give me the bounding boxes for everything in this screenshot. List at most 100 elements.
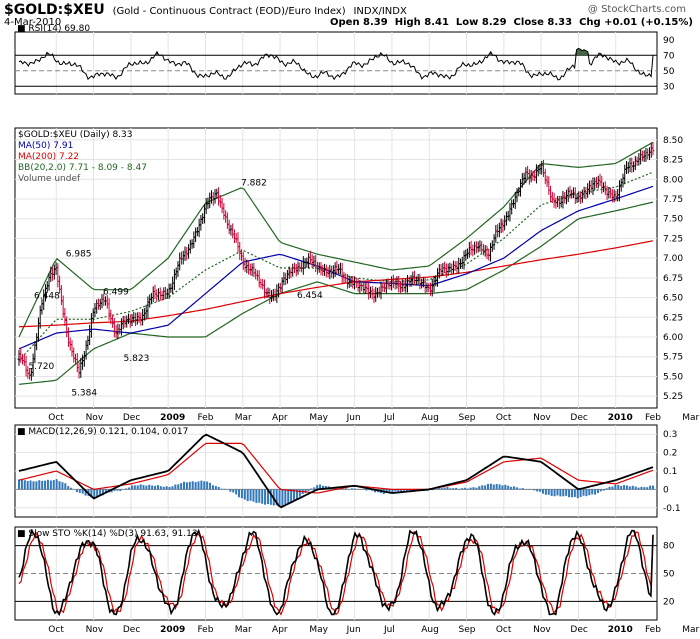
bollinger-upper-line xyxy=(18,141,654,338)
macd-histogram-bar xyxy=(281,489,284,507)
macd-histogram-bar xyxy=(133,485,136,490)
macd-histogram-bar xyxy=(177,484,180,490)
macd-histogram-bar xyxy=(266,489,269,505)
macd-histogram-bar xyxy=(394,489,397,492)
open-value: 8.39 xyxy=(363,17,388,28)
sto-x-label: Sep xyxy=(459,625,476,635)
macd-histogram-bar xyxy=(154,485,157,490)
sto-x-label: Feb xyxy=(197,625,213,635)
price-annotation: 6.454 xyxy=(297,291,323,301)
macd-histogram-bar xyxy=(116,489,119,491)
bollinger-middle-line xyxy=(18,171,654,362)
macd-histogram-bar xyxy=(397,489,400,492)
macd-histogram-bar xyxy=(602,489,605,491)
price-x-label: Dec xyxy=(123,413,140,423)
price-annotation: 5.823 xyxy=(124,354,150,364)
sto-tick-label: 80 xyxy=(663,542,675,552)
macd-histogram-bar xyxy=(35,481,38,490)
macd-histogram-bar xyxy=(611,486,614,490)
macd-histogram-bar xyxy=(446,487,449,490)
macd-line xyxy=(18,433,654,509)
price-panel xyxy=(14,127,658,409)
macd-histogram-bar xyxy=(486,483,489,490)
macd-histogram-bar xyxy=(67,486,70,490)
sto-x-label: Jun xyxy=(346,625,361,635)
macd-histogram-bar xyxy=(307,489,310,491)
macd-histogram-bar xyxy=(559,489,562,497)
macd-histogram-bar xyxy=(232,489,235,493)
macd-histogram-bar xyxy=(246,489,249,502)
macd-histogram-bar xyxy=(568,489,571,498)
price-annotation: 5.384 xyxy=(71,389,97,399)
macd-histogram-bar xyxy=(596,489,599,493)
sto-d-line xyxy=(18,530,654,616)
macd-histogram-bar xyxy=(573,489,576,497)
ohlc-readout: Open 8.39 High 8.41 Low 8.29 Close 8.33 … xyxy=(330,17,693,28)
macd-histogram-bar xyxy=(139,484,142,490)
macd-histogram-bar xyxy=(55,479,58,490)
macd-histogram-bar xyxy=(46,479,49,490)
macd-histogram-bar xyxy=(220,488,223,490)
macd-histogram-bar xyxy=(313,487,316,490)
rsi-tick-label: 70 xyxy=(663,51,675,61)
macd-histogram-bar xyxy=(180,483,183,490)
macd-histogram-bar xyxy=(620,485,623,490)
macd-histogram-bar xyxy=(345,488,348,490)
sto-x-label: Apr xyxy=(272,625,288,635)
macd-histogram-bar xyxy=(614,484,617,490)
macd-histogram-bar xyxy=(223,488,226,490)
macd-histogram-bar xyxy=(197,481,200,490)
macd-histogram-bar xyxy=(637,487,640,490)
macd-histogram-bar xyxy=(194,482,197,490)
macd-histogram-bar xyxy=(156,485,159,490)
macd-histogram-bar xyxy=(536,489,539,492)
price-legend-entry: MA(50) 7.91 xyxy=(18,141,73,151)
sto-x-label: Mar xyxy=(682,625,699,635)
macd-histogram-bar xyxy=(261,489,264,504)
macd-histogram-bar xyxy=(287,489,290,505)
macd-histogram-bar xyxy=(495,483,498,490)
macd-histogram-bar xyxy=(275,489,278,506)
macd-histogram-bar xyxy=(431,489,434,491)
macd-histogram-bar xyxy=(576,489,579,499)
macd-histogram-bar xyxy=(23,480,26,490)
macd-histogram-bar xyxy=(617,484,620,490)
macd-histogram-bar xyxy=(209,482,212,490)
macd-histogram-bar xyxy=(350,488,353,490)
macd-histogram-bar xyxy=(90,489,93,497)
macd-histogram-bar xyxy=(556,489,559,496)
price-x-label: Oct xyxy=(48,413,64,423)
price-tick-label: 7.00 xyxy=(663,254,683,264)
macd-histogram-bar xyxy=(510,486,513,490)
sto-x-label: Nov xyxy=(86,625,104,635)
price-x-label: Nov xyxy=(86,413,104,423)
macd-histogram-bar xyxy=(110,489,113,493)
macd-histogram-bar xyxy=(594,489,597,495)
macd-histogram-bar xyxy=(501,485,504,490)
macd-histogram-bar xyxy=(365,489,368,491)
macd-histogram-bar xyxy=(162,486,165,490)
macd-histogram-bar xyxy=(547,489,550,495)
macd-histogram-bar xyxy=(298,489,301,497)
macd-histogram-bar xyxy=(41,480,44,490)
macd-histogram-bar xyxy=(631,485,634,490)
macd-histogram-bar xyxy=(81,489,84,494)
macd-histogram-bar xyxy=(652,485,654,490)
macd-histogram-bar xyxy=(200,480,203,490)
macd-histogram-bar xyxy=(125,488,128,490)
sto-x-label: Dec xyxy=(123,625,140,635)
macd-histogram-bar xyxy=(304,489,307,493)
macd-histogram-bar xyxy=(142,485,145,490)
macd-histogram-bar xyxy=(466,488,469,490)
macd-histogram-bar xyxy=(128,487,131,490)
macd-histogram-bar xyxy=(290,489,293,503)
rsi-panel xyxy=(14,31,658,95)
macd-histogram-bar xyxy=(174,484,177,490)
macd-histogram-bar xyxy=(582,489,585,496)
macd-histogram-bar xyxy=(570,489,573,498)
price-x-label: Jun xyxy=(346,413,361,423)
macd-histogram-bar xyxy=(492,484,495,490)
macd-histogram-bar xyxy=(243,489,246,500)
price-tick-label: 6.25 xyxy=(663,313,683,323)
